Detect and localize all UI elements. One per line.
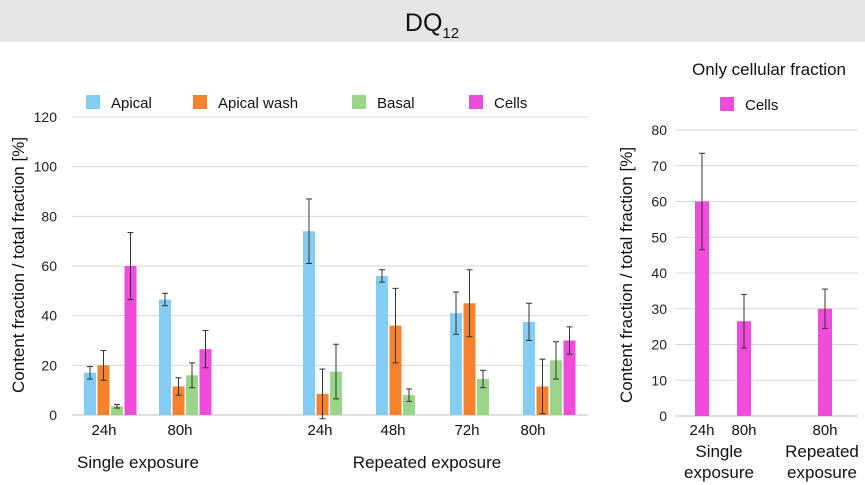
right-y-tick-label-50: 50 (651, 229, 667, 245)
right-bar-1-80h (737, 321, 751, 416)
left-x-ticks: 24h 80h 24h 48h 72h 80h (91, 422, 545, 439)
right-y-tick-label-20: 20 (651, 337, 667, 353)
x-tick-label-g0-24h: 24h (91, 422, 116, 439)
y-tick-label-0: 0 (49, 407, 57, 423)
right-y-tick-label-80: 80 (651, 122, 667, 138)
legend-label-basal: Basal (377, 95, 415, 112)
bar-g1-72h-apical-wash (463, 303, 476, 415)
right-group-label-0-line2: exposure (684, 463, 754, 482)
x-tick-label-g1-80h: 80h (520, 422, 545, 439)
y-tick-label-60: 60 (41, 258, 57, 274)
bar-g1-48h-basal (403, 395, 415, 415)
legend-label-apical-wash: Apical wash (218, 95, 298, 112)
right-legend-swatch-cells (720, 97, 734, 111)
right-group-label-0-line1: Single (695, 442, 742, 461)
right-group-labels: Single exposure Repeated exposure (684, 442, 859, 482)
legend-swatch-apical-wash (193, 95, 207, 109)
group-label-single-exposure: Single exposure (77, 453, 199, 472)
bar-g0-80h-cells (199, 349, 212, 415)
x-tick-label-g0-80h: 80h (167, 422, 192, 439)
right-y-tick-label-60: 60 (651, 194, 667, 210)
x-tick-label-g1-48h: 48h (380, 422, 405, 439)
right-legend-label-cells: Cells (745, 97, 778, 114)
bar-g1-24h-apical (303, 231, 315, 415)
bar-g1-48h-apical (376, 275, 388, 415)
legend-swatch-apical (86, 95, 100, 109)
legend-swatch-basal (352, 95, 366, 109)
bar-g1-48h-apical-wash (389, 325, 402, 415)
y-tick-label-20: 20 (41, 357, 57, 373)
right-y-tick-label-30: 30 (651, 301, 667, 317)
bar-g0-24h-apical-wash (97, 365, 110, 415)
y-tick-label-100: 100 (34, 159, 58, 175)
right-chart: Only cellular fraction Content fraction … (617, 60, 859, 482)
right-x-ticks: 24h 80h 80h (689, 422, 837, 439)
right-x-tick-label-1: 80h (731, 422, 756, 439)
bar-g0-24h-apical (84, 372, 96, 415)
title-bar (0, 0, 865, 42)
bar-g0-80h-basal (186, 375, 198, 415)
right-y-tick-label-70: 70 (651, 158, 667, 174)
bar-g1-80h-cells (563, 340, 576, 415)
right-y-tick-label-0: 0 (659, 408, 667, 424)
right-group-label-1-line2: exposure (787, 463, 857, 482)
left-y-ticks: 0 20 40 60 80 100 120 (34, 109, 58, 423)
left-chart: Content fraction / total fraction [%] 0 2… (9, 95, 588, 472)
right-y-ticks: 0 10 20 30 40 50 60 70 80 (651, 122, 667, 424)
bar-g1-80h-apical (523, 321, 535, 415)
y-tick-label-120: 120 (34, 109, 58, 125)
right-bars (695, 152, 832, 416)
left-gridlines (72, 116, 588, 416)
legend-label-cells: Cells (494, 95, 527, 112)
right-chart-title: Only cellular fraction (692, 60, 846, 79)
left-y-axis-label: Content fraction / total fraction [%] (9, 137, 28, 393)
right-legend: Cells (720, 97, 778, 114)
y-tick-label-40: 40 (41, 308, 57, 324)
right-y-axis-label: Content fraction / total fraction [%] (617, 147, 636, 403)
left-legend: Apical Apical wash Basal Cells (86, 95, 527, 112)
x-tick-label-g1-24h: 24h (307, 422, 332, 439)
title-subscript: 12 (442, 25, 459, 42)
legend-label-apical: Apical (111, 95, 152, 112)
bar-g0-24h-cells (124, 266, 137, 415)
left-group-labels: Single exposure Repeated exposure (77, 453, 501, 472)
bar-g0-80h-apical (159, 299, 171, 415)
right-bar-2-80h (818, 308, 832, 416)
right-x-tick-label-0: 24h (689, 422, 714, 439)
bar-g0-24h-basal (111, 406, 123, 415)
bar-g0-80h-apical-wash (172, 386, 185, 415)
right-y-tick-label-10: 10 (651, 372, 667, 388)
group-label-repeated-exposure: Repeated exposure (353, 453, 501, 472)
right-y-tick-label-40: 40 (651, 265, 667, 281)
title-main: DQ (405, 9, 443, 37)
page-title: DQ12 (405, 9, 459, 42)
right-bar-0-24h (695, 201, 709, 416)
bar-g1-72h-apical (450, 313, 462, 415)
x-tick-label-g1-72h: 72h (454, 422, 479, 439)
legend-swatch-cells (469, 95, 483, 109)
right-group-label-1-line1: Repeated (785, 442, 859, 461)
left-bars (84, 198, 576, 420)
y-tick-label-80: 80 (41, 208, 57, 224)
bar-g1-80h-basal (550, 360, 562, 415)
right-x-tick-label-2: 80h (812, 422, 837, 439)
